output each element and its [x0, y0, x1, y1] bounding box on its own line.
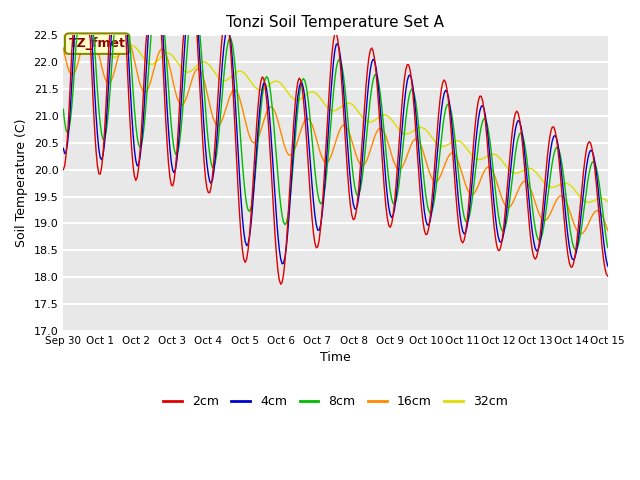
X-axis label: Time: Time	[320, 351, 351, 364]
Y-axis label: Soil Temperature (C): Soil Temperature (C)	[15, 119, 28, 247]
Text: TZ_fmet: TZ_fmet	[68, 37, 125, 50]
Legend: 2cm, 4cm, 8cm, 16cm, 32cm: 2cm, 4cm, 8cm, 16cm, 32cm	[158, 390, 513, 413]
Title: Tonzi Soil Temperature Set A: Tonzi Soil Temperature Set A	[227, 15, 445, 30]
